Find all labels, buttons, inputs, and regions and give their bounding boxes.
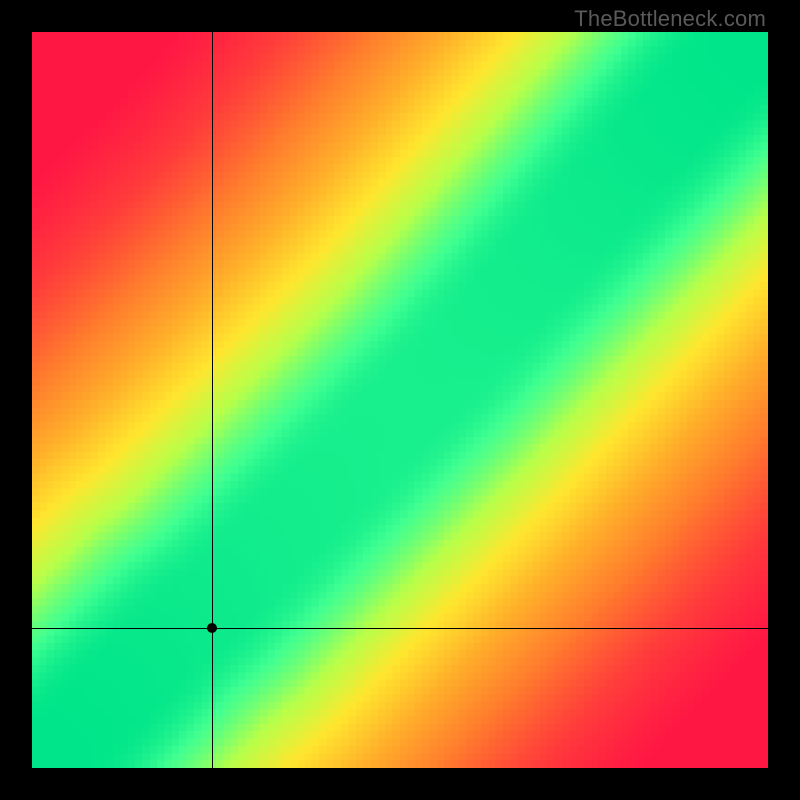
crosshair-horizontal (32, 628, 768, 629)
heatmap-chart (32, 32, 768, 768)
crosshair-marker-dot (207, 623, 217, 633)
watermark-text: TheBottleneck.com (574, 6, 766, 32)
heatmap-canvas (32, 32, 768, 768)
crosshair-vertical (212, 32, 213, 768)
